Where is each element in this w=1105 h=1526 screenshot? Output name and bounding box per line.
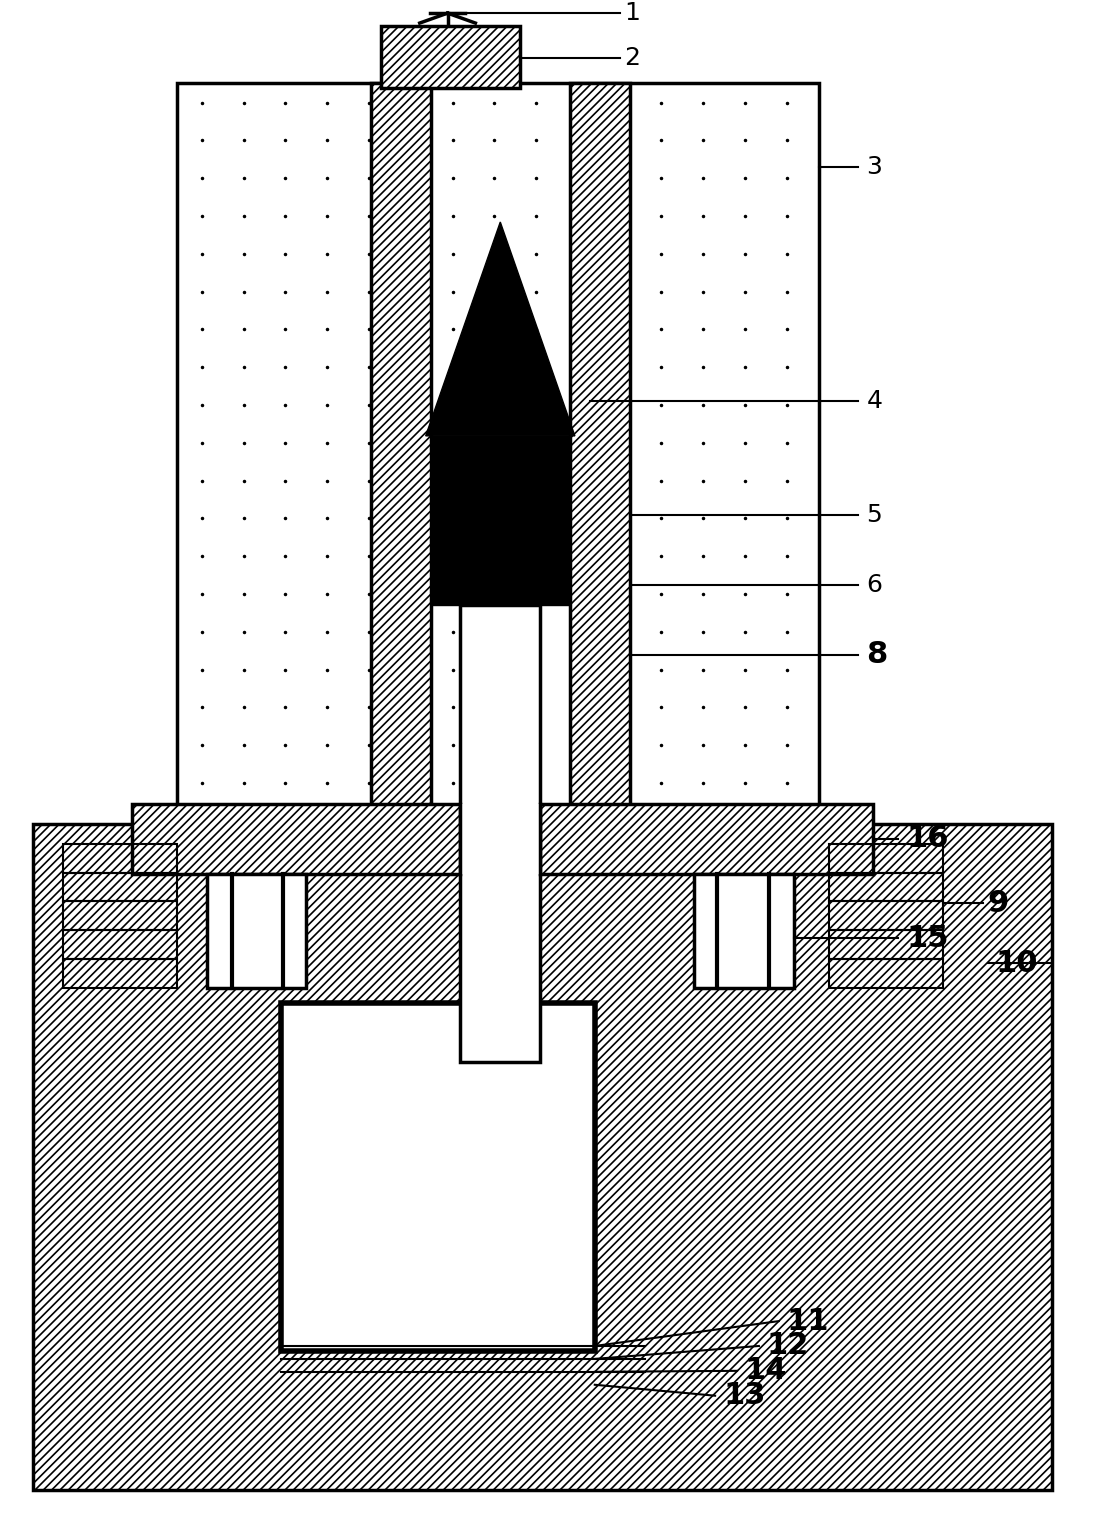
Bar bbox=[829, 873, 943, 902]
Text: 11: 11 bbox=[787, 1306, 829, 1335]
Bar bbox=[431, 436, 570, 604]
Text: 5: 5 bbox=[866, 504, 882, 528]
Text: 3: 3 bbox=[866, 156, 882, 179]
Text: 10: 10 bbox=[996, 949, 1038, 978]
Bar bbox=[461, 804, 540, 873]
Bar bbox=[829, 958, 943, 987]
Text: 8: 8 bbox=[866, 641, 887, 670]
Bar bbox=[461, 604, 540, 1062]
Text: 14: 14 bbox=[745, 1357, 788, 1386]
Text: 4: 4 bbox=[866, 389, 882, 414]
Bar bbox=[282, 1003, 594, 1351]
Text: 16: 16 bbox=[906, 824, 948, 853]
Text: 1: 1 bbox=[624, 2, 641, 24]
Bar bbox=[63, 958, 177, 987]
Bar bbox=[570, 82, 630, 848]
Bar bbox=[371, 82, 431, 848]
Bar bbox=[694, 873, 793, 987]
Bar bbox=[381, 26, 520, 87]
Bar bbox=[63, 931, 177, 958]
Text: 13: 13 bbox=[723, 1381, 766, 1410]
Bar bbox=[63, 844, 177, 873]
Text: 6: 6 bbox=[866, 574, 882, 597]
Bar bbox=[829, 931, 943, 958]
Text: 9: 9 bbox=[988, 888, 1009, 917]
Text: 15: 15 bbox=[906, 923, 948, 952]
Bar bbox=[33, 824, 1052, 1491]
Bar bbox=[829, 902, 943, 931]
Text: 12: 12 bbox=[767, 1332, 809, 1361]
Bar bbox=[829, 844, 943, 873]
Bar bbox=[63, 902, 177, 931]
Bar bbox=[207, 873, 306, 987]
Text: 2: 2 bbox=[624, 46, 641, 70]
Bar bbox=[177, 82, 819, 848]
Bar bbox=[63, 873, 177, 902]
Bar bbox=[133, 804, 873, 873]
Polygon shape bbox=[425, 221, 575, 436]
